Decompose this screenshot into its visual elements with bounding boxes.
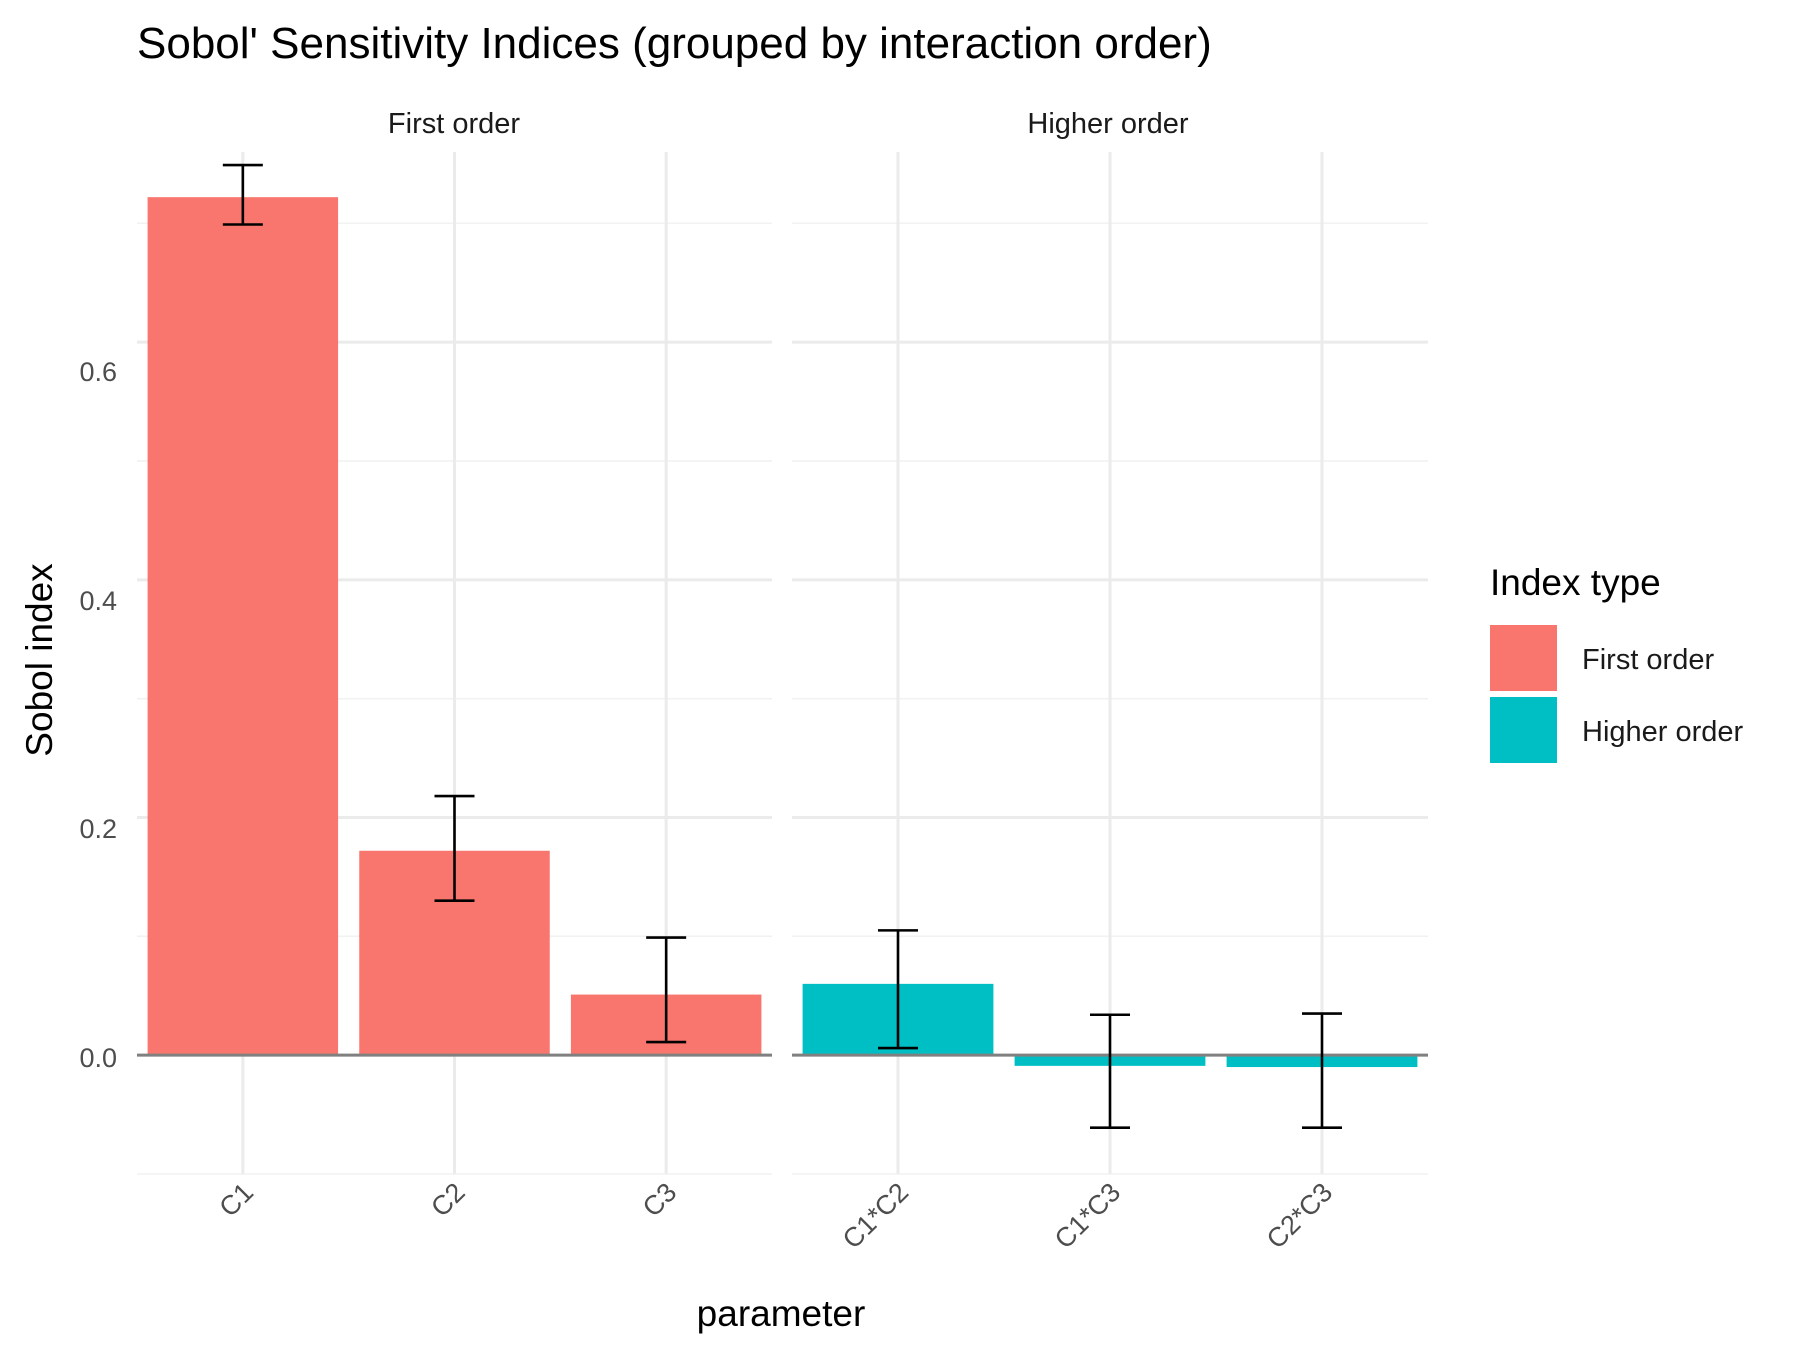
x-tick-label: C2*C3 xyxy=(1261,1177,1338,1254)
legend-label-higher-order: Higher order xyxy=(1582,716,1744,748)
x-tick-label: C1*C2 xyxy=(837,1177,914,1254)
legend-key-first-order xyxy=(1490,625,1557,691)
error-bar xyxy=(1302,1012,1342,1129)
y-axis: 0.0 0.2 0.4 0.6 xyxy=(79,357,117,1073)
y-axis-title: Sobol index xyxy=(19,563,60,757)
y-tick-label: 0.0 xyxy=(79,1043,117,1073)
panel-higher-order: Higher order C1*C2 C1*C3 C2*C3 xyxy=(792,108,1428,1254)
error-bar xyxy=(646,936,687,1044)
strip-label-higher-order: Higher order xyxy=(1027,108,1189,140)
x-tick-label: C2 xyxy=(425,1177,471,1223)
error-bar xyxy=(1090,1013,1130,1129)
legend-key-higher-order xyxy=(1490,697,1557,763)
legend-title: Index type xyxy=(1490,562,1661,603)
error-bar xyxy=(878,929,918,1050)
y-tick-label: 0.4 xyxy=(79,586,117,616)
legend-label-first-order: First order xyxy=(1582,644,1714,676)
chart-title: Sobol' Sensitivity Indices (grouped by i… xyxy=(137,19,1212,68)
y-tick-label: 0.2 xyxy=(79,814,117,844)
panel-first-order: First order C1 C2 C3 xyxy=(137,108,772,1223)
strip-label-first-order: First order xyxy=(388,108,520,140)
error-bar xyxy=(434,794,475,902)
x-tick-label: C1*C3 xyxy=(1049,1177,1126,1254)
error-bar xyxy=(222,163,263,226)
x-tick-label: C1 xyxy=(213,1177,259,1223)
bar-c1 xyxy=(147,197,339,1056)
x-axis-title: parameter xyxy=(697,1293,866,1334)
legend: Index type First order Higher order xyxy=(1490,562,1744,763)
x-tick-label: C3 xyxy=(637,1177,683,1223)
y-tick-label: 0.6 xyxy=(79,357,117,387)
